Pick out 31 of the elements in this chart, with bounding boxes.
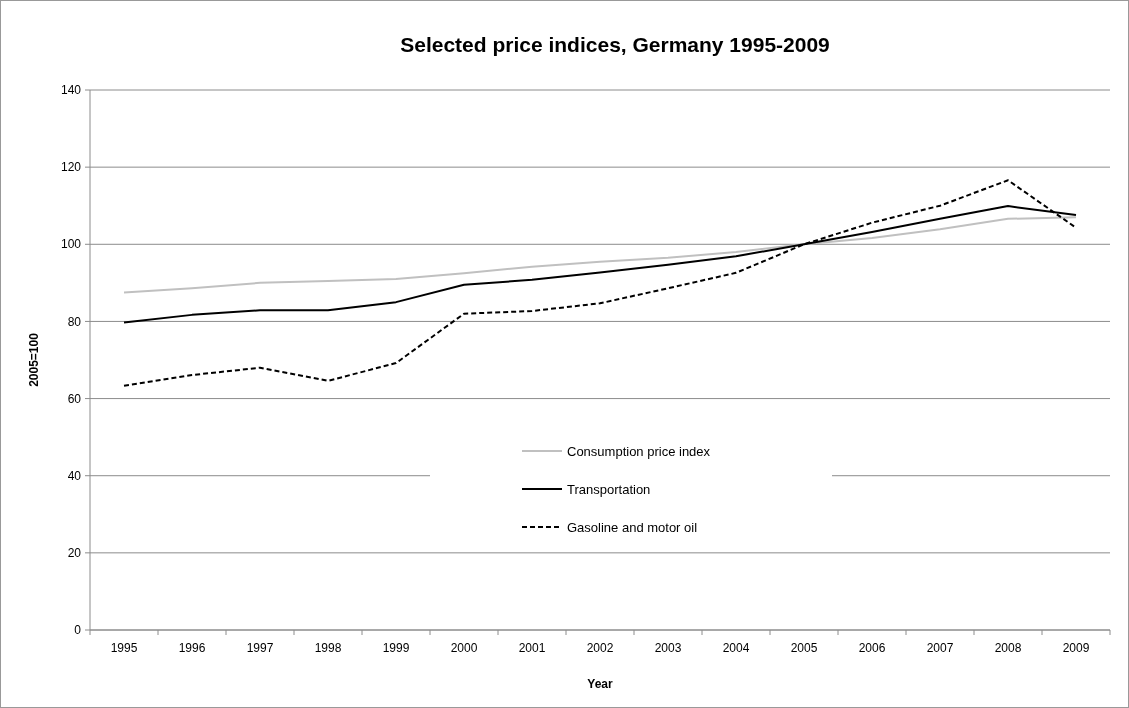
x-tick-label: 2009 — [1062, 641, 1090, 655]
x-tick-label: 2008 — [994, 641, 1022, 655]
y-tick-label: 20 — [67, 546, 82, 561]
x-tick-label: 2005 — [790, 641, 818, 655]
legend-label: Transportation — [567, 481, 651, 497]
chart-title: Selected price indices, Germany 1995-2009 — [400, 33, 830, 56]
x-tick-label: 1995 — [110, 641, 138, 655]
x-tick-label: 2003 — [654, 641, 682, 655]
y-tick-label: 140 — [60, 83, 82, 98]
x-tick-label: 2002 — [586, 641, 614, 655]
x-tick-label: 2006 — [858, 641, 886, 655]
line-series — [123, 179, 1077, 387]
line-series — [123, 216, 1077, 294]
y-tick-label: 120 — [60, 160, 82, 175]
x-tick-label: 2007 — [926, 641, 954, 655]
legend-label: Gasoline and motor oil — [567, 519, 698, 535]
x-axis-title: Year — [587, 677, 614, 691]
y-tick-label: 60 — [67, 391, 82, 406]
x-tick-label: 1998 — [314, 641, 342, 655]
y-tick-label: 40 — [67, 468, 82, 483]
y-tick-label: 0 — [74, 623, 82, 638]
x-tick-label: 1999 — [382, 641, 410, 655]
x-tick-label: 1997 — [246, 641, 274, 655]
x-tick-label: 2001 — [518, 641, 546, 655]
y-axis-title: 2005=100 — [27, 332, 41, 387]
x-tick-label: 2004 — [722, 641, 750, 655]
x-tick-label: 2000 — [450, 641, 478, 655]
legend-label: Consumption price index — [567, 443, 711, 459]
y-tick-label: 100 — [60, 237, 82, 252]
y-tick-label: 80 — [67, 314, 82, 329]
x-tick-label: 1996 — [178, 641, 206, 655]
